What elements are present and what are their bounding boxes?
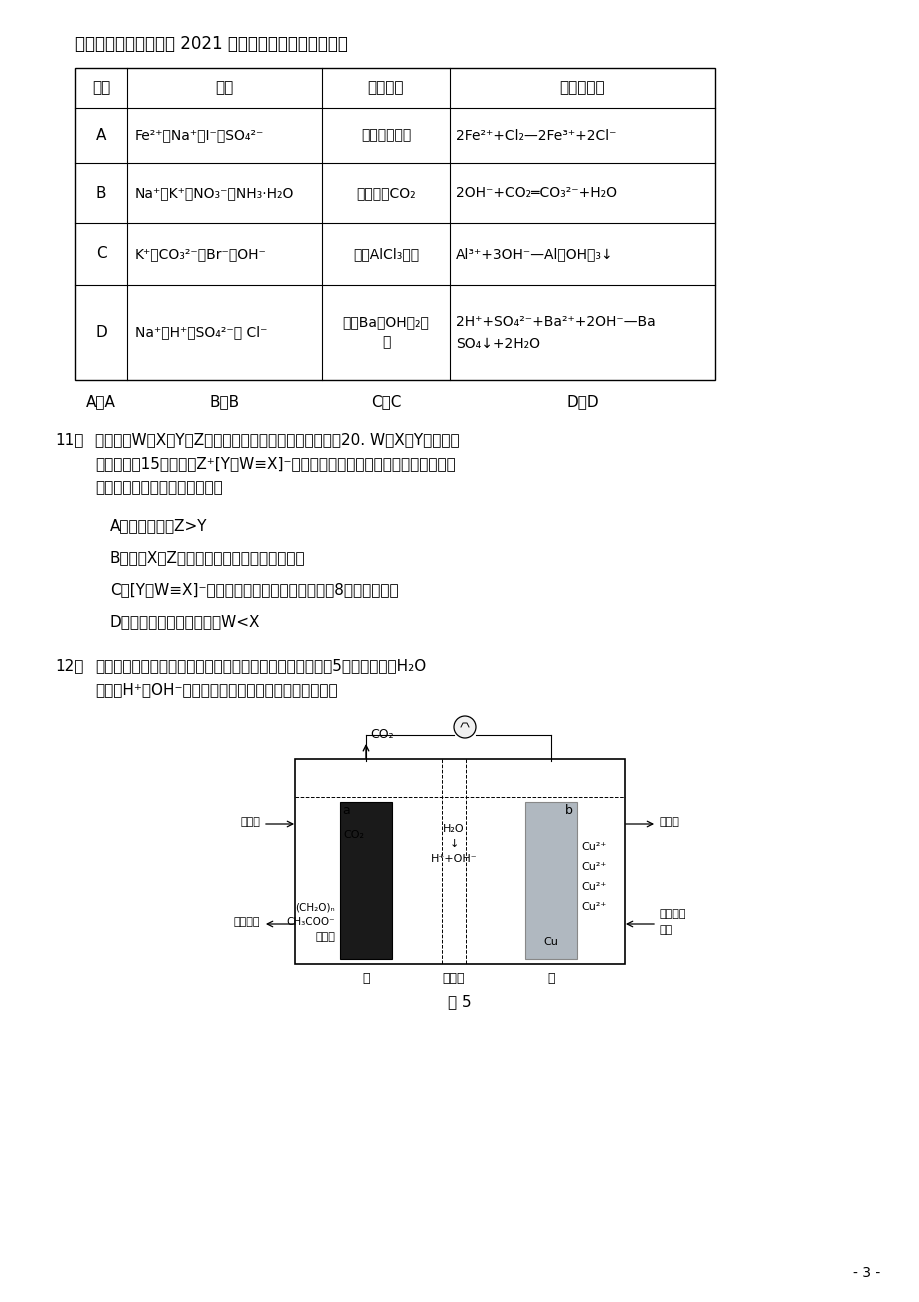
Text: 利用生物电化学系统处理废水（含重金属离子）的原理如图5，双极膜内的H₂O: 利用生物电化学系统处理废水（含重金属离子）的原理如图5，双极膜内的H₂O xyxy=(95,658,425,673)
Text: CH₃COO⁻: CH₃COO⁻ xyxy=(286,917,335,927)
Text: b: b xyxy=(564,805,573,816)
Text: 贵州省铜仁市思南中学 2021 届高三化学第五次月考试题: 贵州省铜仁市思南中学 2021 届高三化学第五次月考试题 xyxy=(75,35,347,53)
Text: 种化学试剂。下列说法错误的是: 种化学试剂。下列说法错误的是 xyxy=(95,480,222,495)
Bar xyxy=(75,68,714,380)
Text: 废水: 废水 xyxy=(659,924,673,935)
Text: 2H⁺+SO₄²⁻+Ba²⁺+2OH⁻—Ba: 2H⁺+SO₄²⁻+Ba²⁺+2OH⁻—Ba xyxy=(456,315,655,328)
Text: Cu²⁺: Cu²⁺ xyxy=(581,881,606,892)
Text: Fe²⁺、Na⁺、I⁻、SO₄²⁻: Fe²⁺、Na⁺、I⁻、SO₄²⁻ xyxy=(135,129,264,142)
Text: C．C: C．C xyxy=(370,395,401,409)
Text: A: A xyxy=(96,128,106,143)
Text: 选项: 选项 xyxy=(92,81,110,95)
Text: 2Fe²⁺+Cl₂—2Fe³⁺+2Cl⁻: 2Fe²⁺+Cl₂—2Fe³⁺+2Cl⁻ xyxy=(456,129,616,142)
Text: 生物膜: 生物膜 xyxy=(315,932,335,943)
Text: 通入少量氯气: 通入少量氯气 xyxy=(360,129,411,142)
Text: B．B: B．B xyxy=(210,395,239,409)
Text: 处理水: 处理水 xyxy=(659,816,679,827)
Text: Al³⁺+3OH⁻—Al（OH）₃↓: Al³⁺+3OH⁻—Al（OH）₃↓ xyxy=(456,247,613,260)
Text: a: a xyxy=(342,805,349,816)
Text: H₂O: H₂O xyxy=(443,824,464,835)
Text: B．元素X、Z的氢化物遇水均能形成碱性溶液: B．元素X、Z的氢化物遇水均能形成碱性溶液 xyxy=(110,549,305,565)
Text: 12．: 12． xyxy=(55,658,84,673)
Text: 处理水: 处理水 xyxy=(240,816,260,827)
Bar xyxy=(340,802,391,960)
Text: 加入试剂: 加入试剂 xyxy=(368,81,403,95)
Text: K⁺、CO₃²⁻、Br⁻、OH⁻: K⁺、CO₃²⁻、Br⁻、OH⁻ xyxy=(135,247,267,260)
Text: Cu²⁺: Cu²⁺ xyxy=(581,862,606,872)
Text: C: C xyxy=(96,246,107,262)
Text: B: B xyxy=(96,185,106,201)
Text: ↓: ↓ xyxy=(448,838,459,849)
Text: 有机废水: 有机废水 xyxy=(233,917,260,927)
Text: CO₂: CO₂ xyxy=(343,829,364,840)
Text: D: D xyxy=(95,326,107,340)
Text: Na⁺、H⁺、SO₄²⁻、 Cl⁻: Na⁺、H⁺、SO₄²⁻、 Cl⁻ xyxy=(135,326,267,340)
Bar xyxy=(295,759,624,963)
Circle shape xyxy=(453,716,475,738)
Text: D．简单氢化物的稳定性：W<X: D．简单氢化物的稳定性：W<X xyxy=(110,615,260,629)
Text: 液: 液 xyxy=(381,336,390,349)
Text: CO₂: CO₂ xyxy=(369,729,393,742)
Text: 双极膜: 双极膜 xyxy=(442,973,465,986)
Text: SO₄↓+2H₂O: SO₄↓+2H₂O xyxy=(456,336,539,350)
Text: 11．: 11． xyxy=(55,432,84,447)
Text: 膜: 膜 xyxy=(362,973,369,986)
Text: 子数之和为15，化合物Z⁺[Y－W≡X]⁻是实验室常用于检验某常见金属离子的一: 子数之和为15，化合物Z⁺[Y－W≡X]⁻是实验室常用于检验某常见金属离子的一 xyxy=(95,456,455,471)
Text: - 3 -: - 3 - xyxy=(852,1266,879,1280)
Text: 通入少量CO₂: 通入少量CO₂ xyxy=(356,186,415,201)
Text: A．A: A．A xyxy=(86,395,116,409)
Text: 膜: 膜 xyxy=(547,973,554,986)
Text: D．D: D．D xyxy=(565,395,598,409)
Text: Cu²⁺: Cu²⁺ xyxy=(581,902,606,911)
Text: 主族元素W、X、Y、Z的原子序数依次增加，且均不超过20. W、X、Y最外层电: 主族元素W、X、Y、Z的原子序数依次增加，且均不超过20. W、X、Y最外层电 xyxy=(95,432,460,447)
Text: 离子方程式: 离子方程式 xyxy=(559,81,605,95)
Text: 少量AlCl₃溶液: 少量AlCl₃溶液 xyxy=(353,247,419,260)
Text: 少量Ba（OH）₂溶: 少量Ba（OH）₂溶 xyxy=(342,315,429,329)
Bar xyxy=(525,802,576,960)
Text: 2OH⁻+CO₂═CO₃²⁻+H₂O: 2OH⁻+CO₂═CO₃²⁻+H₂O xyxy=(456,186,617,201)
Text: Cu²⁺: Cu²⁺ xyxy=(581,842,606,852)
Text: Na⁺、K⁺、NO₃⁻、NH₃·H₂O: Na⁺、K⁺、NO₃⁻、NH₃·H₂O xyxy=(135,186,294,201)
Text: H⁺+OH⁻: H⁺+OH⁻ xyxy=(430,854,477,865)
Text: C．[Y－W≡X]⁻中并不是所有原子最外层均满足8电子稳定结构: C．[Y－W≡X]⁻中并不是所有原子最外层均满足8电子稳定结构 xyxy=(110,582,398,598)
Text: (CH₂O)ₙ: (CH₂O)ₙ xyxy=(295,902,335,911)
Text: A．原子半径：Z>Y: A．原子半径：Z>Y xyxy=(110,518,208,533)
Text: 电子工业: 电子工业 xyxy=(659,909,686,919)
Text: Cu: Cu xyxy=(543,937,558,947)
Text: 解离成H⁺和OH⁻。下列对系统工作时的说法不正确的是: 解离成H⁺和OH⁻。下列对系统工作时的说法不正确的是 xyxy=(95,682,337,697)
Text: 图 5: 图 5 xyxy=(448,993,471,1009)
Text: 微粒: 微粒 xyxy=(215,81,233,95)
